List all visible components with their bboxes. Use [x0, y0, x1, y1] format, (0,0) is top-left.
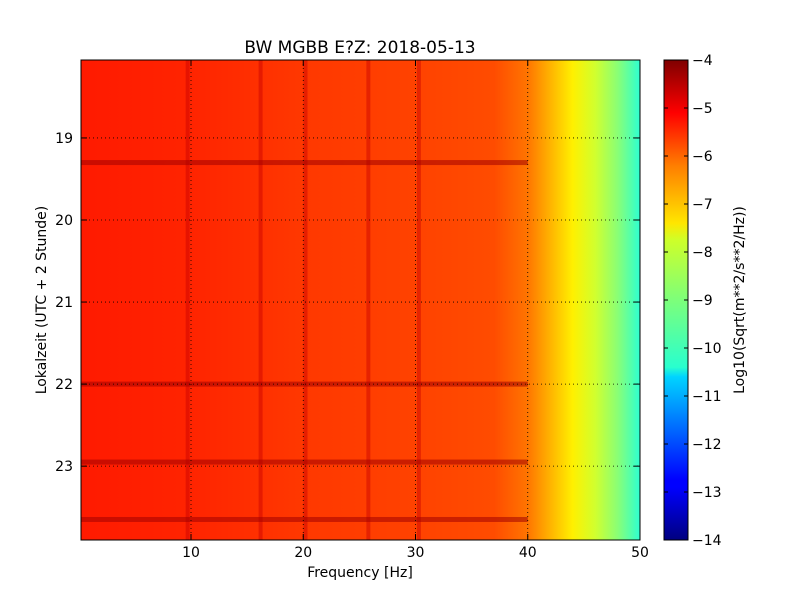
- y-tick-label: 21: [55, 295, 73, 311]
- frequency-line: [185, 60, 190, 540]
- y-tick-label: 20: [55, 213, 73, 229]
- y-axis-ticks: 19 20 21 22 23: [55, 131, 640, 475]
- spectrogram-features: [81, 60, 528, 540]
- time-band: [81, 459, 528, 465]
- colorbar: −4 −5 −6 −7 −8 −9 −10 −11 −12 −13 −14 Log10(Sqrt(m…: [663, 53, 748, 549]
- frequency-line: [366, 60, 371, 540]
- y-tick-label: 19: [55, 131, 73, 147]
- colorbar-tick-label: −12: [692, 437, 722, 453]
- x-tick-label: 10: [182, 545, 200, 561]
- colorbar-tick-label: −14: [692, 533, 722, 549]
- spectrogram-background: [81, 60, 640, 540]
- colorbar-tick-label: −13: [692, 485, 722, 501]
- colorbar-ticks: −4 −5 −6 −7 −8 −9 −10 −11 −12 −13 −14: [664, 53, 722, 549]
- y-tick-label: 22: [55, 377, 73, 393]
- y-tick-label: 23: [55, 459, 73, 475]
- y-axis-label: Lokalzeit (UTC + 2 Stunde): [34, 206, 50, 395]
- colorbar-tick-label: −10: [692, 341, 722, 357]
- time-band: [81, 381, 528, 387]
- colorbar-tick-label: −7: [692, 197, 713, 213]
- colorbar-tick-label: −9: [692, 293, 713, 309]
- x-axis-label: Frequency [Hz]: [307, 565, 413, 581]
- x-axis-ticks: 10 20 30 40 50: [182, 60, 649, 561]
- colorbar-tick-label: −6: [692, 149, 713, 165]
- frequency-line: [258, 60, 263, 540]
- colorbar-tick-label: −5: [692, 101, 713, 117]
- chart-title: BW MGBB E?Z: 2018-05-13: [244, 38, 475, 58]
- x-tick-label: 50: [631, 545, 649, 561]
- frequency-line: [416, 60, 421, 540]
- colorbar-label: Log10(Sqrt(m**2/s**2/Hz)): [732, 206, 748, 394]
- plot-frame: [80, 59, 641, 541]
- grid-lines: [81, 60, 640, 540]
- colorbar-tick-label: −4: [692, 53, 713, 69]
- frequency-line: [303, 60, 308, 540]
- colorbar-tick-label: −11: [692, 389, 722, 405]
- x-tick-label: 20: [294, 545, 312, 561]
- x-tick-label: 40: [519, 545, 537, 561]
- plot-area: 10 20 30 40 50 19 20 21 22 23: [55, 59, 649, 561]
- x-tick-label: 30: [407, 545, 425, 561]
- time-band: [81, 516, 528, 522]
- colorbar-tick-label: −8: [692, 245, 713, 261]
- time-band: [81, 160, 528, 166]
